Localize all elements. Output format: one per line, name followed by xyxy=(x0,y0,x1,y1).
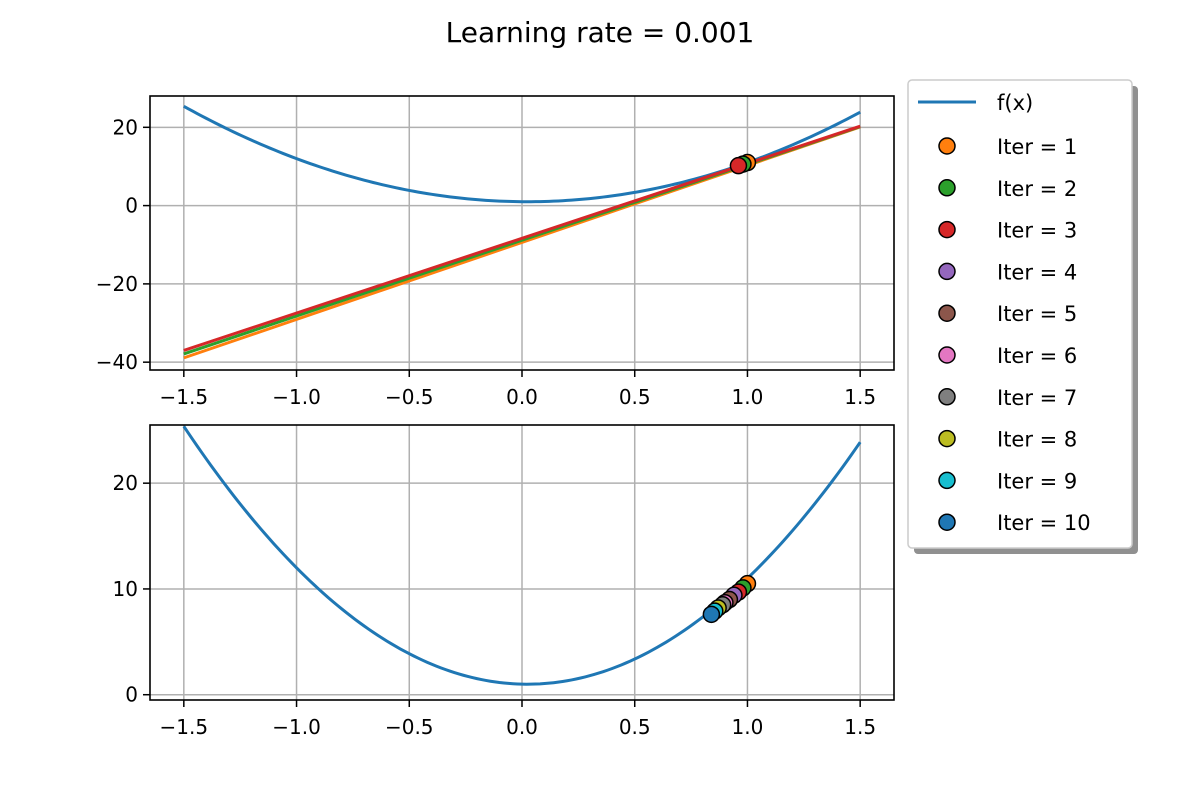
legend-label-iter-10: Iter = 10 xyxy=(997,511,1091,535)
legend-marker-iter-2 xyxy=(938,179,956,197)
legend-curve-label: f(x) xyxy=(997,91,1033,115)
y-tick-label: −40 xyxy=(96,350,138,374)
legend-label-iter-9: Iter = 9 xyxy=(997,469,1077,493)
x-tick-label: 0.5 xyxy=(619,385,651,409)
legend-marker-iter-1 xyxy=(938,137,956,155)
legend-marker-iter-6 xyxy=(938,346,956,364)
x-tick-label: 1.0 xyxy=(732,715,764,739)
y-tick-label: 20 xyxy=(113,471,138,495)
chart-title: Learning rate = 0.001 xyxy=(446,16,755,49)
legend-marker-iter-4 xyxy=(938,262,956,281)
x-tick-label: −1.0 xyxy=(272,715,321,739)
legend: f(x) Iter = 1 Iter = 2 Iter = 3 Iter = 4 Ite… xyxy=(907,79,1138,554)
legend-label-iter-1: Iter = 1 xyxy=(997,135,1077,159)
x-tick-label: −1.0 xyxy=(272,385,321,409)
x-tick-label: −1.5 xyxy=(160,385,209,409)
legend-box xyxy=(907,79,1133,549)
bottom-subplot: −1.5 −1.0 −0.5 0.0 0.5 1.0 1.5 20 10 0 xyxy=(113,424,895,739)
legend-label-iter-3: Iter = 3 xyxy=(997,219,1077,243)
legend-marker-iter-3 xyxy=(938,220,956,239)
legend-label-iter-6: Iter = 6 xyxy=(997,344,1077,368)
top-subplot: −1.5 −1.0 −0.5 0.0 0.5 1.0 1.5 20 0 −20 −40 xyxy=(96,95,895,409)
legend-marker-iter-8 xyxy=(938,429,956,448)
x-tick-label: −0.5 xyxy=(385,715,434,739)
x-tick-label: 1.5 xyxy=(844,715,876,739)
y-tick-label: 20 xyxy=(113,115,138,139)
y-tick-label: 0 xyxy=(125,194,138,218)
legend-label-iter-5: Iter = 5 xyxy=(997,302,1077,326)
x-tick-label: 0.0 xyxy=(506,385,538,409)
x-tick-label: −0.5 xyxy=(385,385,434,409)
x-tick-label: 1.0 xyxy=(732,385,764,409)
y-tick-label: 10 xyxy=(113,577,138,601)
iter-point-10 xyxy=(702,605,721,624)
legend-label-iter-8: Iter = 8 xyxy=(997,428,1077,452)
iter-point-3 xyxy=(729,156,748,175)
legend-marker-iter-7 xyxy=(938,388,956,406)
y-tick-label: −20 xyxy=(96,272,138,296)
x-tick-label: 0.0 xyxy=(506,715,538,739)
legend-marker-iter-10 xyxy=(938,513,956,531)
x-tick-label: 1.5 xyxy=(844,385,876,409)
legend-label-iter-7: Iter = 7 xyxy=(997,386,1077,410)
y-tick-label: 0 xyxy=(125,683,138,707)
x-tick-label: 0.5 xyxy=(619,715,651,739)
x-tick-label: −1.5 xyxy=(160,715,209,739)
legend-marker-iter-5 xyxy=(938,304,956,322)
legend-label-iter-4: Iter = 4 xyxy=(997,260,1077,284)
legend-marker-iter-9 xyxy=(938,471,956,490)
legend-label-iter-2: Iter = 2 xyxy=(997,177,1077,201)
